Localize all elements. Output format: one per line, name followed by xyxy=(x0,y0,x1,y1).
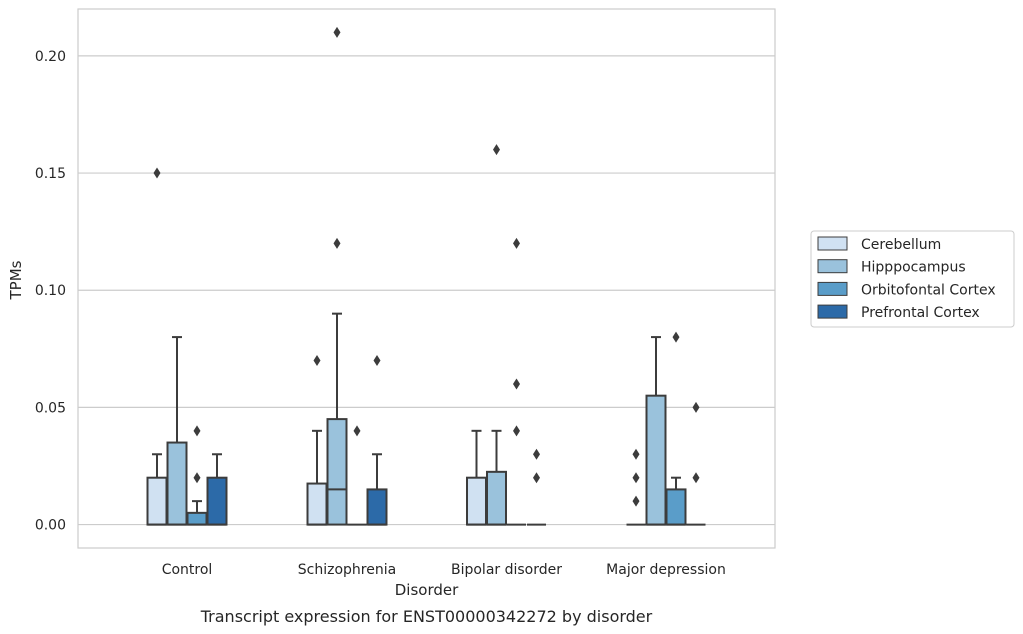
box-plot-series xyxy=(146,26,706,526)
chart-caption: Transcript expression for ENST0000034227… xyxy=(200,607,653,626)
x-tick-label: Major depression xyxy=(606,562,726,578)
legend-swatch xyxy=(817,304,848,319)
outlier-point xyxy=(313,355,321,367)
outlier-point xyxy=(333,237,341,249)
outlier-point xyxy=(373,355,381,367)
box-hipppocampus-control xyxy=(166,336,188,526)
box-cerebellum-control xyxy=(146,167,168,526)
x-axis-label: Disorder xyxy=(395,581,459,599)
box-iqr xyxy=(366,488,388,526)
outlier-point xyxy=(493,144,500,156)
outlier-point xyxy=(193,425,201,437)
outlier-point xyxy=(632,448,640,460)
y-tick-label: 0.10 xyxy=(35,283,66,299)
outlier-point xyxy=(533,448,540,460)
box-prefrontal-cortex-bipolar-disorder xyxy=(527,448,546,526)
box-orbitofontal-cortex-schizophrenia xyxy=(347,425,367,526)
box-cerebellum-major-depression xyxy=(626,448,646,526)
box-prefrontal-cortex-major-depression xyxy=(686,401,706,526)
x-tick-label: Control xyxy=(162,562,213,578)
box-prefrontal-cortex-schizophrenia xyxy=(366,355,388,526)
outlier-point xyxy=(513,237,520,249)
box-iqr xyxy=(146,476,168,526)
outlier-point xyxy=(533,472,540,484)
box-iqr xyxy=(645,394,667,526)
box-hipppocampus-major-depression xyxy=(645,336,667,526)
x-tick-label: Bipolar disorder xyxy=(451,562,562,578)
legend-frame xyxy=(810,230,1015,328)
y-tick-label: 0.15 xyxy=(35,166,66,182)
box-iqr xyxy=(206,476,228,526)
plot-frame xyxy=(77,8,776,549)
box-cerebellum-schizophrenia xyxy=(306,355,328,526)
box-iqr xyxy=(665,488,687,526)
y-axis-label: TPMs xyxy=(7,260,25,300)
y-tick-label: 0.00 xyxy=(35,518,66,534)
box-iqr xyxy=(306,482,328,526)
legend-label: Cerebellum xyxy=(861,237,941,253)
box-orbitofontal-cortex-bipolar-disorder xyxy=(507,237,526,526)
outlier-point xyxy=(692,401,700,413)
box-iqr xyxy=(186,511,208,526)
y-axis-ticks: 0.00 0.05 0.10 0.15 0.20 xyxy=(35,49,66,534)
legend-swatch xyxy=(817,259,848,274)
outlier-point xyxy=(632,472,640,484)
outlier-point xyxy=(333,26,341,38)
outlier-point xyxy=(513,425,520,437)
box-iqr xyxy=(486,470,507,526)
legend-label: Prefrontal Cortex xyxy=(861,305,980,321)
outlier-point xyxy=(193,472,201,484)
box-iqr xyxy=(466,476,487,526)
box-prefrontal-cortex-control xyxy=(206,453,228,526)
legend-label: Hipppocampus xyxy=(861,260,966,276)
box-iqr xyxy=(166,441,188,526)
legend-label: Orbitofontal Cortex xyxy=(861,282,996,298)
outlier-point xyxy=(153,167,161,179)
outlier-point xyxy=(353,425,361,437)
box-orbitofontal-cortex-major-depression xyxy=(665,331,687,526)
outlier-point xyxy=(672,331,680,343)
outlier-point xyxy=(513,378,520,390)
box-orbitofontal-cortex-control xyxy=(186,425,208,526)
legend-swatch xyxy=(817,281,848,296)
outlier-point xyxy=(692,472,700,484)
box-iqr xyxy=(326,418,348,526)
box-hipppocampus-schizophrenia xyxy=(326,26,348,526)
box-cerebellum-bipolar-disorder xyxy=(466,429,487,526)
x-tick-label: Schizophrenia xyxy=(298,562,396,578)
legend: Cerebellum Hipppocampus Orbitofontal Corte… xyxy=(810,230,1015,328)
x-axis-ticks: Control Schizophrenia Bipolar disorder Majo… xyxy=(162,562,726,578)
legend-swatch xyxy=(817,236,848,251)
outlier-point xyxy=(632,495,640,507)
y-tick-label: 0.20 xyxy=(35,49,66,65)
y-tick-label: 0.05 xyxy=(35,400,66,416)
box-hipppocampus-bipolar-disorder xyxy=(486,144,507,526)
